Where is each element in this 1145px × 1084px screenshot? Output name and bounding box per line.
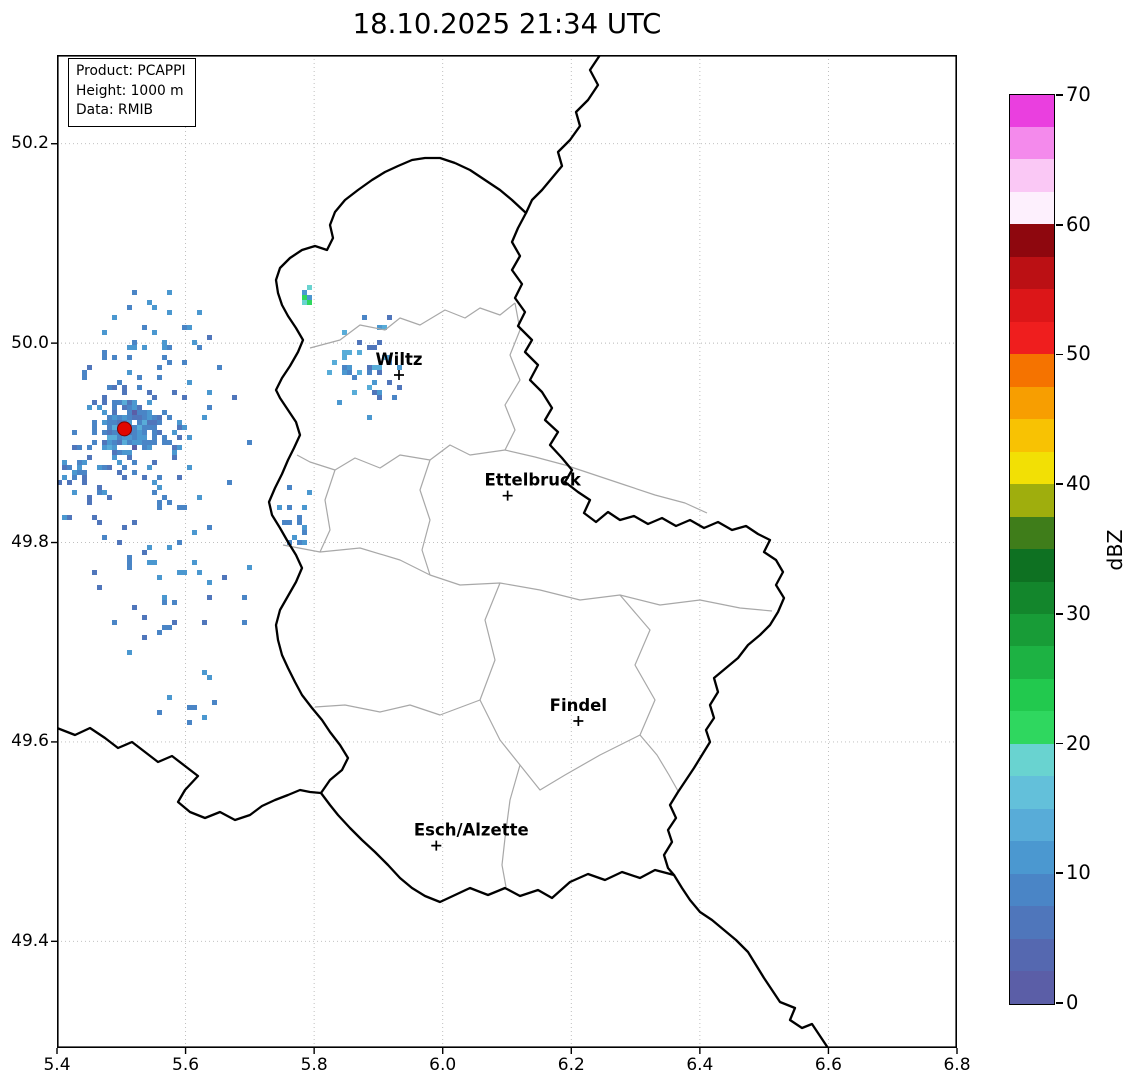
- colorbar-tick-label: 0: [1066, 991, 1079, 1014]
- colorbar-band: [1010, 808, 1054, 842]
- city-label: Findel: [550, 696, 607, 715]
- y-axis: 50.2 50.0 49.8 49.6 49.4: [0, 55, 50, 1048]
- x-axis: 5.4 5.6 5.8 6.0 6.2 6.4 6.6 6.8: [43, 1055, 970, 1079]
- plot-frame: [57, 55, 958, 1049]
- x-tick-label: 5.4: [43, 1055, 71, 1075]
- radar-echoes: [57, 285, 402, 725]
- colorbar-band: [1010, 549, 1054, 582]
- colorbar-band: [1010, 289, 1054, 322]
- y-tick-label: 50.2: [11, 133, 49, 154]
- axis-tick-marks: [51, 143, 958, 1054]
- district-borders: [282, 302, 773, 888]
- colorbar-band: [1010, 159, 1054, 192]
- colorbar-band: [1010, 581, 1054, 614]
- colorbar-band: [1010, 321, 1054, 355]
- colorbar-band: [1010, 256, 1054, 290]
- map-layers: Wiltz Ettelbruck Findel Esch/Alzette: [57, 55, 957, 1048]
- colorbar-tick-mark: [1055, 353, 1063, 356]
- colorbar-tick-label: 40: [1066, 472, 1091, 496]
- city-markers: Wiltz Ettelbruck Findel Esch/Alzette: [375, 350, 607, 851]
- colorbar-band: [1010, 938, 1054, 972]
- y-tick-label: 49.8: [11, 532, 49, 553]
- colorbar-band: [1010, 484, 1054, 517]
- map-canvas: Wiltz Ettelbruck Findel Esch/Alzette: [51, 55, 958, 1054]
- city-plus-marker: [502, 490, 513, 501]
- x-tick-label: 6.2: [557, 1055, 585, 1075]
- x-tick-label: 6.8: [943, 1055, 971, 1075]
- colorbar-band: [1010, 354, 1054, 387]
- colorbar-tick-label: 10: [1066, 861, 1091, 885]
- colorbar-band: [1010, 451, 1054, 485]
- colorbar-band: [1010, 191, 1054, 225]
- colorbar-tick-label: 30: [1066, 601, 1091, 625]
- city-label: Wiltz: [375, 350, 422, 369]
- colorbar-band: [1010, 126, 1054, 160]
- colorbar-band: [1010, 646, 1054, 679]
- colorbar-tick-label: 60: [1066, 212, 1091, 236]
- colorbar-band: [1010, 971, 1054, 1004]
- figure-title: 18.10.2025 21:34 UTC: [352, 8, 662, 40]
- colorbar-tick-label: 20: [1066, 731, 1091, 755]
- city-label: Esch/Alzette: [414, 821, 529, 840]
- colorbar-band: [1010, 224, 1054, 257]
- colorbar-tick-mark: [1055, 742, 1063, 745]
- colorbar-tick-mark: [1055, 223, 1063, 226]
- x-tick-label: 6.0: [429, 1055, 457, 1075]
- colorbar-unit-label: dBZ: [1103, 529, 1127, 571]
- y-tick-label: 50.0: [11, 332, 49, 353]
- info-box: Product: PCAPPI Height: 1000 m Data: RMI…: [68, 58, 196, 127]
- colorbar-band: [1010, 516, 1054, 550]
- colorbar-tick-mark: [1055, 872, 1063, 875]
- colorbar-tick-mark: [1055, 613, 1063, 615]
- colorbar-band: [1010, 776, 1054, 809]
- x-tick-label: 6.4: [686, 1055, 714, 1075]
- colorbar-band: [1010, 419, 1054, 452]
- colorbar-tick-mark: [1055, 483, 1063, 486]
- info-source: Data: RMIB: [76, 102, 154, 119]
- colorbar-band: [1010, 711, 1054, 744]
- radar-site-dot: [117, 421, 132, 437]
- colorbar-band: [1010, 743, 1054, 777]
- colorbar-band: [1010, 94, 1054, 127]
- colorbar-tick-label: 50: [1066, 342, 1091, 366]
- colorbar-tick-label: 70: [1066, 83, 1091, 106]
- country-borders: [57, 55, 829, 1048]
- y-tick-label: 49.6: [11, 731, 49, 752]
- x-tick-label: 6.6: [814, 1055, 842, 1075]
- city-plus-marker: [431, 840, 442, 851]
- x-tick-label: 5.6: [172, 1055, 200, 1075]
- map-plot: Wiltz Ettelbruck Findel Esch/Alzette Produc…: [51, 55, 958, 1054]
- y-tick-label: 49.4: [11, 930, 49, 951]
- colorbar-band: [1010, 614, 1054, 647]
- info-product: Product: PCAPPI: [76, 63, 186, 79]
- colorbar-band: [1010, 906, 1054, 939]
- colorbar-band: [1010, 386, 1054, 420]
- colorbar-band: [1010, 873, 1054, 907]
- colorbar-band: [1010, 678, 1054, 712]
- colorbar-tick-mark: [1055, 1002, 1063, 1004]
- gridlines: [57, 55, 957, 1048]
- city-plus-marker: [394, 370, 404, 381]
- city-plus-marker: [573, 715, 584, 726]
- info-height: Height: 1000 m: [76, 82, 184, 99]
- colorbar-tick-mark: [1055, 94, 1063, 96]
- colorbar-band: [1010, 841, 1054, 874]
- x-tick-label: 5.8: [300, 1055, 328, 1075]
- colorbar: [1009, 93, 1055, 1005]
- city-label: Ettelbruck: [484, 471, 581, 490]
